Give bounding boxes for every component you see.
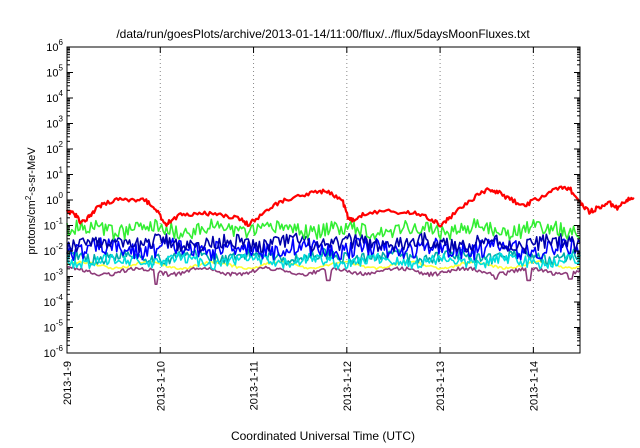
series-line bbox=[65, 185, 635, 228]
x-tick-label: 2013-1-10 bbox=[155, 361, 167, 411]
y-axis-label: protons/cm2-s-sr-MeV bbox=[24, 147, 39, 255]
x-grid bbox=[159, 47, 534, 353]
series-line bbox=[66, 232, 581, 255]
x-tick-label: 2013-1-9 bbox=[62, 361, 74, 405]
x-tick-label: 2013-1-12 bbox=[342, 361, 354, 411]
y-ticks: 10-6 10-5 10-4 10-3 10-2 10-1 100 101 102 103 104 1… bbox=[44, 38, 580, 360]
svg-text:protons/cm2-s-sr-MeV: protons/cm2-s-sr-MeV bbox=[24, 147, 39, 255]
y-tick-label: 10-5 bbox=[44, 319, 64, 335]
y-tick-label: 102 bbox=[46, 140, 63, 156]
series-line bbox=[66, 252, 581, 271]
x-axis-label: Coordinated Universal Time (UTC) bbox=[231, 429, 415, 443]
y-tick-label: 101 bbox=[46, 166, 63, 182]
y-tick-label: 10-6 bbox=[44, 344, 64, 360]
y-tick-label: 10-3 bbox=[44, 268, 64, 284]
y-axis-label-text-suffix: -s-sr-MeV bbox=[26, 147, 38, 196]
series-layer bbox=[65, 185, 635, 285]
series-line bbox=[66, 218, 581, 241]
y-tick-label: 10-2 bbox=[44, 242, 64, 258]
y-tick-label: 104 bbox=[46, 89, 63, 105]
y-tick-label: 10-4 bbox=[44, 293, 64, 309]
y-tick-label: 10-1 bbox=[44, 217, 64, 233]
x-tick-label: 2013-1-13 bbox=[435, 361, 447, 411]
y-tick-label: 106 bbox=[46, 38, 63, 54]
x-tick-label: 2013-1-11 bbox=[249, 361, 261, 410]
y-axis-label-superscript: 2 bbox=[24, 195, 33, 200]
series-line bbox=[66, 265, 581, 285]
y-tick-label: 103 bbox=[46, 115, 63, 131]
plot-frame bbox=[66, 46, 581, 354]
chart-title: /data/run/goesPlots/archive/2013-01-14/1… bbox=[116, 27, 530, 41]
y-tick-label: 105 bbox=[46, 64, 63, 80]
x-tick-label: 2013-1-14 bbox=[528, 361, 540, 411]
y-tick-label: 100 bbox=[46, 191, 63, 207]
y-axis-label-text: protons/cm bbox=[26, 200, 38, 254]
